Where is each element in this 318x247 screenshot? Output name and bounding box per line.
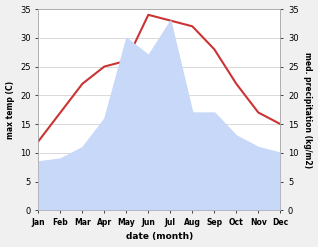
Y-axis label: med. precipitation (kg/m2): med. precipitation (kg/m2): [303, 52, 313, 168]
X-axis label: date (month): date (month): [126, 232, 193, 242]
Y-axis label: max temp (C): max temp (C): [5, 81, 15, 139]
